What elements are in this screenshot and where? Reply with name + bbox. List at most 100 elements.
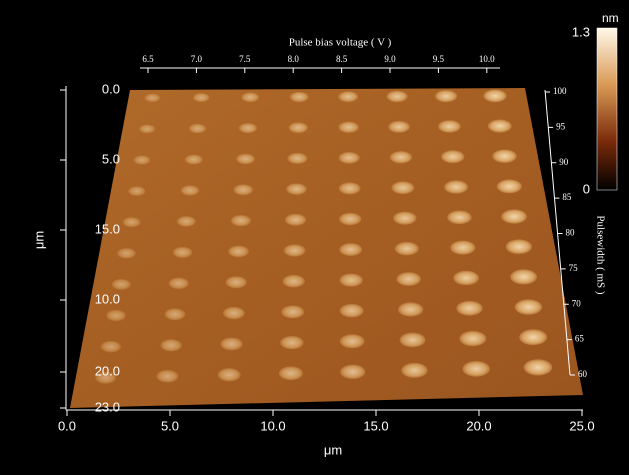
- dot: [161, 339, 182, 351]
- dot: [400, 333, 426, 348]
- dot: [181, 185, 199, 195]
- dot: [339, 152, 360, 164]
- dot: [145, 94, 161, 103]
- bottom-tick-label: 25.0: [569, 418, 594, 433]
- dot: [387, 91, 408, 103]
- right-axis-title: Pulsewidth ( mS ): [594, 215, 606, 294]
- dot: [453, 271, 479, 285]
- dot: [220, 338, 242, 351]
- top-tick-label: 7.5: [239, 54, 251, 64]
- dot: [106, 310, 126, 321]
- top-tick-label: 8.5: [336, 54, 348, 64]
- dot: [524, 359, 553, 375]
- top-tick-label: 8.0: [288, 54, 300, 64]
- dot: [393, 212, 416, 225]
- dot: [236, 154, 255, 164]
- dot: [339, 273, 362, 286]
- colorbar: [597, 28, 617, 190]
- right-tick-label: 70: [572, 298, 582, 308]
- top-tick-label: 10.0: [479, 54, 495, 64]
- dot: [510, 269, 537, 284]
- dot: [285, 214, 306, 226]
- page: Pulse bias voltage ( V ) Pulsewidth ( mS…: [0, 0, 629, 475]
- dot: [339, 213, 361, 225]
- dot: [340, 304, 364, 318]
- right-tick-label: 85: [562, 192, 572, 202]
- right-tick-label: 80: [566, 228, 576, 238]
- dot: [462, 361, 489, 377]
- dot: [459, 331, 486, 346]
- bottom-tick-label: 10.0: [260, 418, 285, 433]
- left-tick-label: 10.0: [95, 291, 120, 306]
- dot: [390, 151, 412, 163]
- dot: [189, 124, 206, 133]
- dot: [391, 181, 414, 194]
- dot: [447, 211, 472, 225]
- dot: [338, 122, 359, 133]
- right-tick-label: 100: [553, 86, 567, 96]
- dot: [117, 248, 135, 258]
- dot: [284, 244, 306, 256]
- dot: [450, 241, 475, 255]
- afm-figure: Pulse bias voltage ( V ) Pulsewidth ( mS…: [0, 0, 629, 475]
- right-tick-label: 75: [569, 263, 579, 273]
- left-axis-label: μm: [31, 231, 46, 249]
- right-tick-label: 65: [575, 334, 585, 344]
- right-tick-label: 60: [578, 369, 588, 379]
- dot: [444, 180, 468, 193]
- colorbar-unit: nm: [602, 11, 619, 25]
- left-tick-label: 0.0: [102, 81, 120, 96]
- top-tick-label: 9.5: [433, 54, 445, 64]
- top-tick-label: 7.0: [191, 54, 203, 64]
- dot: [435, 90, 457, 102]
- bottom-tick-label: 15.0: [363, 418, 388, 433]
- dot: [177, 216, 196, 227]
- top-tick-label: 9.0: [384, 54, 396, 64]
- colorbar-max: 1.3: [572, 24, 590, 39]
- dot: [139, 124, 155, 133]
- dot: [401, 363, 427, 378]
- dot: [286, 183, 307, 194]
- dot: [438, 120, 461, 132]
- dot: [339, 243, 362, 256]
- dot: [233, 184, 253, 195]
- dot: [173, 247, 193, 258]
- dot: [279, 366, 303, 380]
- dot: [128, 186, 145, 196]
- bottom-tick-label: 0.0: [58, 418, 76, 433]
- bottom-tick-label: 5.0: [161, 418, 179, 433]
- dot: [165, 308, 186, 320]
- dot: [193, 93, 210, 102]
- dot: [395, 242, 419, 255]
- dot: [112, 279, 131, 290]
- dot: [441, 150, 464, 163]
- dot: [280, 336, 304, 349]
- dot: [283, 275, 305, 288]
- dot: [228, 246, 249, 258]
- top-tick-label: 6.5: [142, 54, 154, 64]
- dot: [123, 217, 141, 227]
- dot: [241, 92, 259, 102]
- top-axis-title: Pulse bias voltage ( V ): [289, 37, 392, 49]
- dot: [290, 92, 309, 102]
- dot: [340, 334, 365, 348]
- dot: [340, 365, 365, 379]
- dot: [338, 91, 358, 102]
- dot: [396, 272, 421, 286]
- dot: [501, 209, 527, 223]
- dot: [185, 155, 203, 165]
- dot: [281, 305, 304, 318]
- dot: [388, 121, 410, 133]
- dot: [519, 329, 547, 345]
- right-tick-label: 95: [556, 121, 566, 131]
- dot: [515, 299, 542, 314]
- dot: [488, 119, 512, 132]
- dot: [287, 153, 307, 164]
- dot: [156, 370, 178, 383]
- dot: [492, 149, 516, 162]
- dot: [223, 307, 245, 319]
- left-tick-label: 15.0: [95, 221, 120, 236]
- dot: [497, 179, 522, 193]
- dot: [398, 302, 423, 316]
- left-tick-label: 23.0: [95, 399, 120, 414]
